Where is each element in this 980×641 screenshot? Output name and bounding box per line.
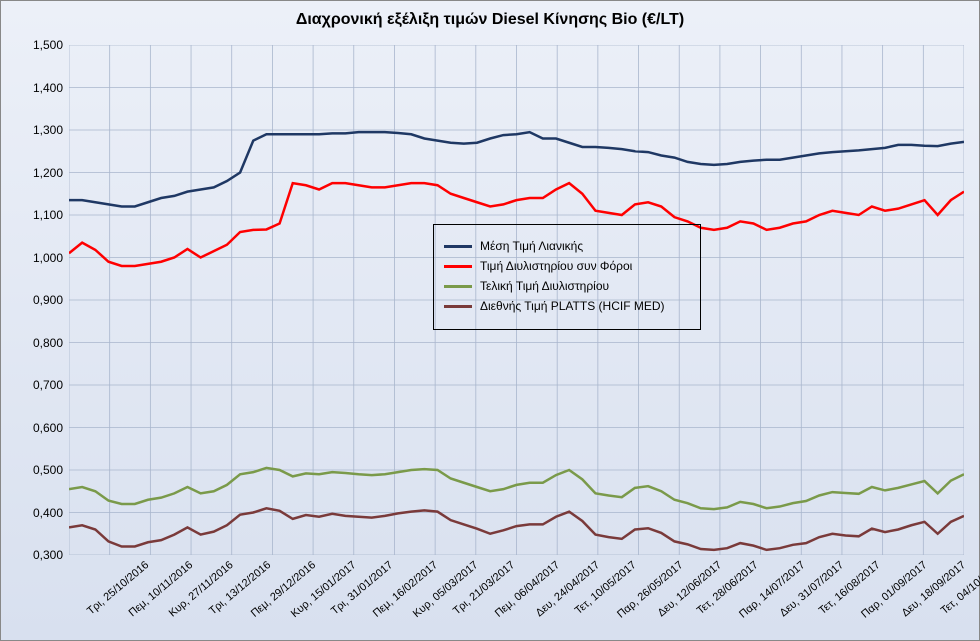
y-tick-label: 1,000 <box>15 251 63 265</box>
y-tick-label: 0,600 <box>15 421 63 435</box>
y-tick-label: 1,200 <box>15 166 63 180</box>
y-tick-label: 0,400 <box>15 506 63 520</box>
legend-label: Διεθνής Τιμή PLATTS (HCIF MED) <box>480 299 665 313</box>
chart-title: Διαχρονική εξέλιξη τιμών Diesel Κίνησης … <box>1 1 979 29</box>
x-axis-labels: Τρι, 25/10/2016Πεμ, 10/11/2016Κυρ, 27/11… <box>69 555 964 635</box>
y-tick-label: 1,500 <box>15 38 63 52</box>
legend-label: Τελική Τιμή Διυλιστηρίου <box>480 279 609 293</box>
y-tick-label: 1,100 <box>15 208 63 222</box>
legend-item: Μέση Τιμή Λιανικής <box>444 239 690 253</box>
y-tick-label: 1,400 <box>15 81 63 95</box>
legend-swatch <box>444 245 472 248</box>
y-tick-label: 0,700 <box>15 378 63 392</box>
chart-container: Διαχρονική εξέλιξη τιμών Diesel Κίνησης … <box>0 0 980 641</box>
y-tick-label: 0,300 <box>15 548 63 562</box>
legend-item: Διεθνής Τιμή PLATTS (HCIF MED) <box>444 299 690 313</box>
legend-swatch <box>444 305 472 308</box>
legend-label: Μέση Τιμή Λιανικής <box>480 239 583 253</box>
y-tick-label: 1,300 <box>15 123 63 137</box>
legend-item: Τελική Τιμή Διυλιστηρίου <box>444 279 690 293</box>
y-tick-label: 0,800 <box>15 336 63 350</box>
legend-swatch <box>444 265 472 268</box>
legend-label: Τιμή Διυλιστηρίου συν Φόροι <box>480 259 632 273</box>
legend-item: Τιμή Διυλιστηρίου συν Φόροι <box>444 259 690 273</box>
y-tick-label: 0,500 <box>15 463 63 477</box>
legend: Μέση Τιμή Λιανικής Τιμή Διυλιστηρίου συν … <box>433 224 701 330</box>
y-tick-label: 0,900 <box>15 293 63 307</box>
legend-swatch <box>444 285 472 288</box>
